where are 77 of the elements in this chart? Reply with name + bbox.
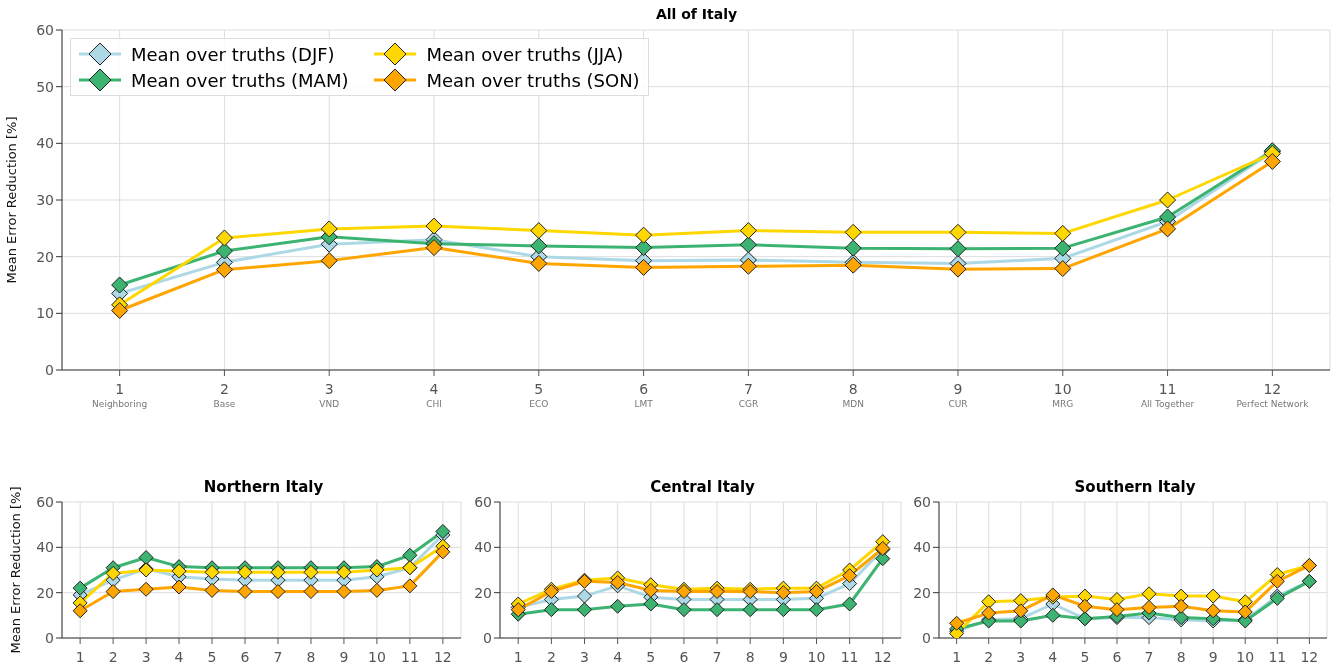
x-tick-label: 10: [807, 649, 826, 665]
x-tick-label: 7: [712, 649, 722, 665]
x-tick-label: 8: [306, 649, 316, 665]
x-tick-label: 7: [273, 649, 283, 665]
x-tick-label: 10 MRG: [1052, 381, 1074, 409]
x-tick-label: 12: [873, 649, 892, 665]
x-tick-label: 3 VND: [319, 381, 340, 409]
x-tick-label: 8 MDN: [842, 381, 864, 409]
x-tick-label: 12: [433, 649, 452, 665]
x-tick-label: 5: [1080, 649, 1090, 665]
y-tick-label: 30: [36, 191, 54, 208]
x-tick-label: 4: [613, 649, 623, 665]
x-tick-label: 6: [1112, 649, 1122, 665]
chart-title: All of Italy: [654, 6, 739, 22]
y-tick-label: 60: [36, 493, 54, 510]
x-tick-label: 10: [368, 649, 386, 665]
x-tick-label: 12 Perfect Network: [1236, 381, 1310, 409]
x-tick-label: 9: [1208, 649, 1218, 665]
x-tick-label: 7: [1144, 649, 1154, 665]
x-tick-label: 3: [141, 649, 151, 665]
y-tick-label: 40: [913, 539, 931, 556]
chart-title: Northern Italy: [202, 478, 325, 496]
x-tick-label: 12: [1300, 649, 1319, 665]
x-tick-label: 1 Neighboring: [92, 381, 148, 409]
y-tick-label: 40: [36, 135, 54, 152]
x-tick-label: 5: [646, 649, 656, 665]
x-tick-label: 3: [580, 649, 589, 665]
y-tick-label: 60: [474, 493, 492, 510]
x-tick-label: 2: [546, 649, 556, 665]
x-tick-label: 4: [1048, 649, 1058, 665]
legend-label: Mean over truths (SON): [426, 69, 640, 91]
y-tick-label: 20: [36, 584, 54, 601]
y-tick-label: 40: [474, 539, 492, 556]
x-tick-label: 8: [1176, 649, 1186, 665]
x-tick-label: 8: [745, 649, 755, 665]
x-tick-label: 11: [1268, 649, 1287, 665]
x-tick-label: 2: [984, 649, 994, 665]
y-tick-label: 50: [36, 78, 54, 95]
x-tick-label: 2: [108, 649, 118, 665]
y-axis-title: Mean Error Reduction [%]: [7, 486, 23, 654]
y-tick-label: 20: [913, 584, 931, 601]
y-tick-label: 0: [45, 629, 54, 646]
y-tick-label: 40: [36, 539, 54, 556]
x-tick-label: 9: [339, 649, 349, 665]
x-tick-label: 5 ECO: [529, 381, 549, 409]
x-tick-label: 2 Base: [213, 381, 236, 409]
x-tick-label: 11 All Together: [1140, 381, 1195, 409]
y-tick-label: 20: [474, 584, 492, 601]
y-axis-title: Mean Error Reduction [%]: [3, 116, 19, 284]
x-tick-label: 6: [240, 649, 250, 665]
x-tick-label: 6 LMT: [634, 381, 654, 409]
chart-title: Southern Italy: [1073, 478, 1197, 496]
x-tick-label: 1: [952, 649, 962, 665]
y-tick-label: 0: [922, 629, 931, 646]
x-tick-label: 1: [513, 649, 523, 665]
x-tick-label: 3: [1016, 649, 1026, 665]
x-tick-label: 11: [400, 649, 419, 665]
legend-label: Mean over truths (MAM): [131, 69, 349, 91]
x-tick-label: 1: [75, 649, 85, 665]
x-tick-label: 4: [174, 649, 184, 665]
y-tick-label: 60: [913, 493, 931, 510]
x-tick-label: 10: [1236, 649, 1255, 665]
y-tick-label: 0: [45, 361, 54, 378]
legend-label: Mean over truths (JJA): [426, 43, 624, 65]
x-tick-label: 9: [778, 649, 788, 665]
x-tick-label: 6: [679, 649, 689, 665]
legend-label: Mean over truths (DJF): [131, 43, 335, 65]
chart-title: Central Italy: [649, 478, 756, 496]
y-tick-label: 0: [483, 629, 492, 646]
x-tick-label: 4 CHI: [426, 381, 442, 409]
y-tick-label: 20: [36, 248, 54, 265]
y-tick-label: 60: [36, 21, 54, 38]
y-tick-label: 10: [36, 305, 54, 322]
x-tick-label: 11: [840, 649, 859, 665]
x-tick-label: 9 CUR: [948, 381, 968, 409]
x-tick-label: 7 CGR: [738, 381, 759, 409]
x-tick-label: 5: [207, 649, 217, 665]
